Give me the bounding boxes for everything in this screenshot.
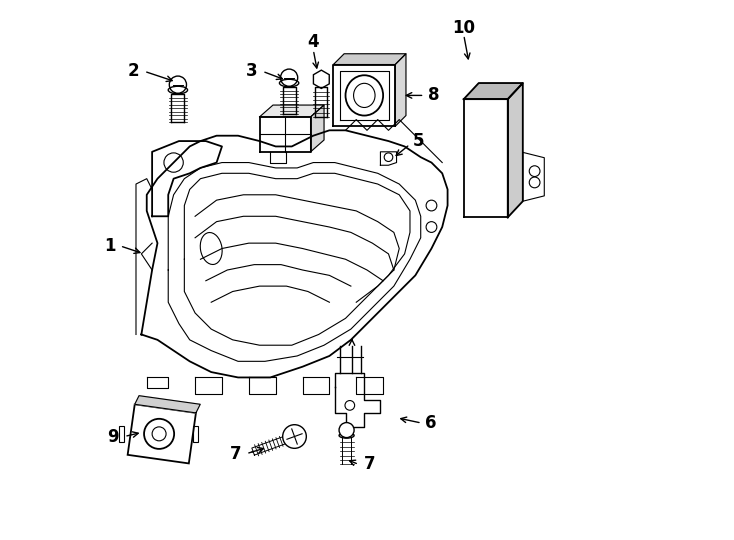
- Text: 10: 10: [452, 19, 475, 37]
- Text: 9: 9: [108, 428, 119, 445]
- Circle shape: [283, 424, 306, 448]
- Polygon shape: [135, 396, 200, 413]
- Polygon shape: [310, 105, 324, 152]
- Text: 2: 2: [128, 62, 139, 80]
- Polygon shape: [464, 99, 508, 218]
- Polygon shape: [252, 433, 296, 455]
- Text: 8: 8: [429, 86, 440, 104]
- Polygon shape: [395, 54, 406, 126]
- Text: 5: 5: [413, 132, 424, 150]
- Polygon shape: [333, 54, 406, 64]
- Text: 4: 4: [308, 33, 319, 51]
- Text: 3: 3: [246, 62, 258, 80]
- Text: 7: 7: [364, 455, 376, 474]
- Polygon shape: [260, 105, 324, 117]
- Ellipse shape: [339, 433, 354, 438]
- Polygon shape: [508, 83, 523, 218]
- Text: 6: 6: [425, 414, 436, 432]
- Polygon shape: [342, 437, 352, 464]
- Text: 1: 1: [104, 237, 116, 255]
- Polygon shape: [523, 152, 545, 201]
- Text: 7: 7: [230, 445, 241, 463]
- Circle shape: [339, 423, 354, 437]
- Polygon shape: [464, 83, 523, 99]
